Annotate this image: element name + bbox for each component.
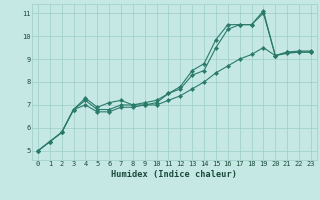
X-axis label: Humidex (Indice chaleur): Humidex (Indice chaleur) xyxy=(111,170,237,179)
